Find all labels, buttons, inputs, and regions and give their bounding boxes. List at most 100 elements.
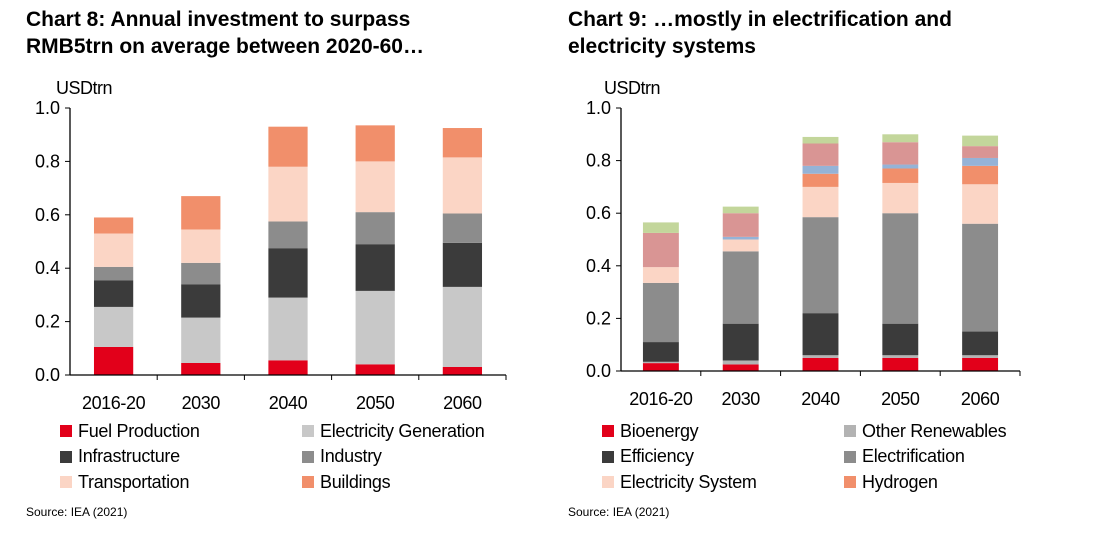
bar-segment-infrastructure [355,244,395,291]
bar-segment-transportation [93,233,134,267]
legend-item: Infrastructure [60,445,180,469]
bar-segment-electrification [802,217,839,314]
bar-segment-infrastructure [181,284,221,318]
bar-segment-transportation [355,161,395,213]
bar-segment-other-renewables [802,355,839,358]
chart-8-panel: Chart 8: Annual investment to surpass RM… [0,0,540,533]
legend-item: Bioenergy [602,419,699,443]
bar-segment-other [802,143,839,166]
y-tick-label: 0.4 [35,258,60,278]
bar-segment-other [962,157,999,166]
bar-segment-fuel-production [268,360,308,375]
y-tick-label: 1.0 [35,98,60,118]
y-tick-label: 0.6 [35,205,60,225]
legend-label: Infrastructure [78,446,180,466]
legend-item: Buildings [302,470,391,494]
bar-segment-other [882,134,919,143]
bar-segment-hydrogen [882,168,919,183]
bar-segment-industry [93,266,134,281]
legend-swatch [302,425,314,437]
bar-segment-electricity-system [642,267,679,283]
bar-segment-other [722,213,759,237]
bar-segment-efficiency [882,323,919,356]
legend-item: Electricity Generation [302,419,485,443]
bar-segment-electrification [962,223,999,332]
bar-segment-other [802,165,839,174]
legend-swatch [844,425,856,437]
y-tick-label: 0.0 [586,361,611,381]
legend-swatch [602,476,614,488]
bar-segment-electricity-generation [355,290,395,365]
legend-swatch [844,476,856,488]
legend-swatch [302,450,314,463]
x-tick-label: 2050 [356,393,395,413]
bar-segment-fuel-production [355,364,395,375]
legend-label: Electricity System [620,471,757,492]
bar-segment-fuel-production [93,346,134,375]
x-tick-label: 2050 [881,389,920,409]
legend-label: Buildings [320,471,391,492]
legend-item: Electricity System [602,470,757,494]
bar-segment-electricity-system [962,184,999,224]
bar-segment-bioenergy [882,357,919,371]
chart-title: Chart 8: Annual investment to surpass RM… [26,6,536,60]
y-tick-label: 0.4 [586,256,611,276]
bar-segment-industry [355,212,395,245]
legend-item: Fuel Production [60,419,200,443]
bar-segment-electrification [642,282,679,343]
bar-segment-bioenergy [642,363,679,371]
y-tick-label: 0.6 [586,203,611,223]
y-axis-label: USDtrn [604,78,660,98]
bar-segment-transportation [268,166,308,222]
x-tick-label: 2040 [801,389,840,409]
bar-segment-efficiency [722,323,759,361]
bar-segment-other [802,136,839,144]
legend-label: Electricity Generation [320,420,485,441]
bar-segment-transportation [442,157,483,214]
bar-segment-other [882,164,919,169]
bar-segment-fuel-production [181,362,221,375]
bar-segment-industry [442,213,483,243]
bar-segment-electricity-generation [93,306,134,347]
chart-8-plot-area: USDtrn 0.0 0.2 0.4 0.6 0.8 1.0 2016-20 2030 2040 2… [35,78,507,413]
legend-item: Other Renewables [844,419,1007,443]
x-tick-label: 2060 [443,393,482,413]
legend-label: Electrification [862,446,965,466]
bar-segment-transportation [181,229,221,263]
y-tick-label: 0.0 [35,365,60,385]
bar-segment-electricity-generation [181,317,221,363]
legend-swatch [302,476,314,488]
x-tick-label: 2060 [961,389,1000,409]
chart-9-legend: Bioenergy Efficiency Electricity System Oth… [602,419,1082,497]
bar-segment-other [962,135,999,147]
legend-label: Hydrogen [862,471,938,492]
bar-segment-buildings [181,196,221,230]
chart-title-line-2: electricity systems [568,35,756,58]
legend-label: Fuel Production [78,420,200,441]
bar-segment-industry [268,221,308,249]
bar-segment-other [722,206,759,214]
legend-swatch [60,425,72,437]
bar-segment-other [722,236,759,240]
legend-label: Transportation [78,471,190,492]
chart-title: Chart 9: …mostly in electrification and … [568,6,1078,60]
bar-segment-bioenergy [962,357,999,371]
bar-segment-efficiency [962,331,999,356]
bar-segment-infrastructure [442,242,483,287]
y-tick-label: 0.2 [35,312,60,332]
bar-segment-other [642,222,679,233]
legend-item: Transportation [60,470,190,494]
bar-segment-other-renewables [882,355,919,358]
legend-item: Hydrogen [844,470,938,494]
legend-item: Industry [302,445,382,469]
legend-swatch [60,450,72,463]
bar-segment-other-renewables [642,361,679,364]
legend-item: Electrification [844,445,965,469]
legend-label: Efficiency [620,446,694,466]
chart-title-line-1: Chart 8: Annual investment to surpass [26,8,411,31]
source-note: Source: IEA (2021) [568,505,670,519]
legend-swatch [602,425,614,437]
bar-segment-other [882,142,919,165]
bar-segment-electricity-system [722,239,759,252]
y-axis-label: USDtrn [56,78,112,98]
